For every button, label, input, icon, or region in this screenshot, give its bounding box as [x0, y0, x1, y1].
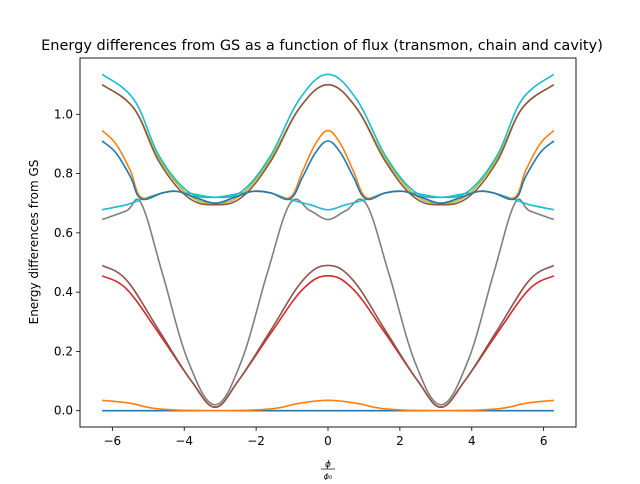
series-line-6 [101, 83, 555, 205]
series-line-10 [101, 140, 555, 205]
x-axis-label-numerator: ϕ [325, 460, 331, 470]
series-layer [101, 73, 555, 412]
y-tick-label: 0.8 [54, 167, 73, 181]
series-line-1 [102, 399, 554, 412]
series-line-3 [101, 264, 555, 408]
y-tick-label: 1.0 [54, 107, 73, 121]
x-tick-label: 6 [540, 434, 548, 448]
x-tick-label: 0 [324, 434, 332, 448]
x-axis: −6 −4 −2 0 2 4 6 [103, 427, 547, 448]
y-axis-label: Energy differences from GS [27, 160, 41, 325]
x-tick-label: 2 [396, 434, 404, 448]
x-axis-label-denominator: ϕ₀ [324, 472, 333, 480]
series-line-5 [102, 190, 554, 211]
series-line-4 [101, 198, 555, 406]
x-tick-label: −2 [247, 434, 265, 448]
y-tick-label: 0.0 [54, 404, 73, 418]
x-tick-label: −4 [175, 434, 193, 448]
y-tick-label: 0.4 [54, 285, 73, 299]
y-tick-label: 0.6 [54, 226, 73, 240]
x-tick-label: −6 [103, 434, 121, 448]
chart-title: Energy differences from GS as a function… [41, 38, 603, 54]
x-tick-label: 4 [468, 434, 476, 448]
series-line-2 [101, 275, 555, 408]
series-line-8 [101, 73, 555, 199]
series-line-7 [101, 83, 555, 206]
y-tick-label: 0.2 [54, 344, 73, 358]
y-axis: 0.0 0.2 0.4 0.6 0.8 1.0 [54, 107, 80, 418]
